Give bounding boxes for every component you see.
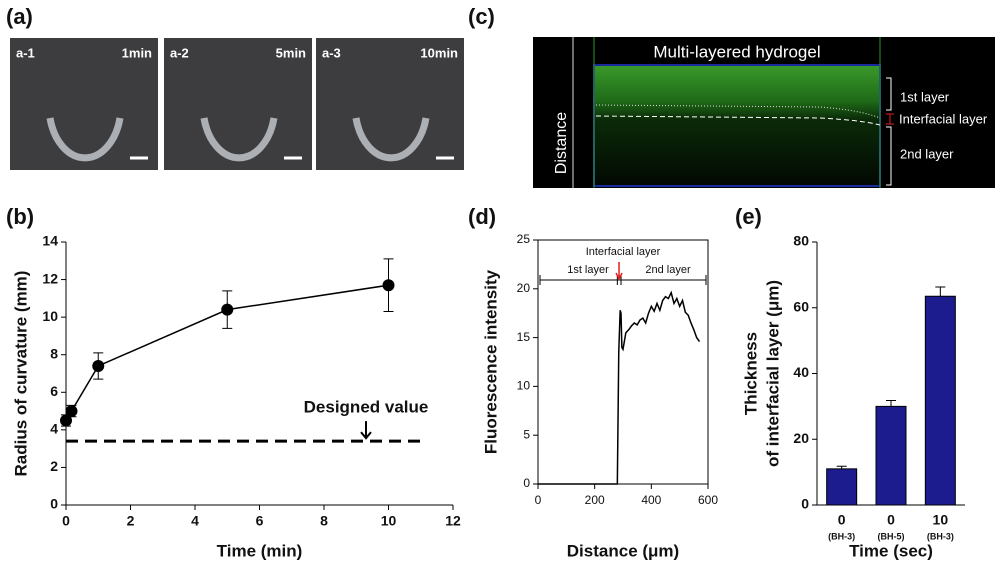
y-tick-label: 25 (517, 232, 531, 246)
boundary (595, 115, 881, 126)
photo (10, 38, 158, 170)
fluorescence (593, 64, 881, 187)
y-axis-label: Thickness (741, 332, 760, 415)
photo-time: 10min (420, 45, 458, 60)
image-c: Multi-layered hydrogel Distance 1st laye… (533, 37, 995, 188)
x-axis-label: Time (min) (217, 541, 303, 560)
layer-label: 2nd layer (900, 146, 954, 161)
category-note: (BH-5) (878, 531, 905, 541)
photo-time: 5min (276, 45, 306, 60)
data-point (92, 359, 105, 372)
plot-frame (537, 239, 709, 485)
x-tick-label: 12 (445, 513, 461, 529)
panel-label: (a) (6, 4, 33, 29)
x-tick-label: 0 (62, 513, 70, 529)
x-tick-label: 0 (535, 493, 542, 507)
hydrogel-arc (200, 117, 278, 162)
boundary (595, 104, 881, 119)
y-tick-label: 10 (517, 379, 531, 393)
axis-line (65, 242, 453, 506)
data-point (65, 405, 78, 418)
y-axis-label: Radius of curvature (mm) (11, 271, 30, 477)
bar (924, 295, 956, 506)
y-tick-label: 20 (517, 281, 531, 295)
x-tick-label: 10 (933, 512, 949, 528)
arrow (360, 421, 372, 440)
bracket (886, 77, 892, 186)
hydrogel-arc (46, 117, 124, 162)
y-axis-label: of interfacial layer (μm) (763, 280, 782, 467)
error-bar (935, 286, 946, 297)
image-title: Multi-layered hydrogel (653, 42, 820, 61)
x-tick-label: 400 (641, 493, 661, 507)
marker-arrow (615, 262, 623, 281)
x-tick-label: 200 (585, 493, 605, 507)
x-tick-label: 600 (698, 493, 718, 507)
y-tick-label: 15 (517, 330, 531, 344)
y-tick-label: 40 (793, 364, 809, 380)
photo (164, 38, 312, 170)
y-tick-label: 12 (42, 270, 58, 286)
annotation: 1st layer (567, 264, 609, 276)
panel-label: (d) (468, 204, 496, 229)
y-tick-label: 8 (50, 345, 58, 361)
x-tick-label: 8 (320, 513, 328, 529)
category-note: (BH-3) (927, 531, 954, 541)
error-bar (886, 399, 896, 407)
photo (316, 38, 464, 170)
layer-label: Interfacial layer (899, 111, 988, 126)
data-point (221, 303, 234, 316)
layer-label: 1st layer (900, 89, 950, 104)
data-point (382, 279, 395, 292)
image-axis: Distance (553, 112, 570, 174)
x-tick-label: 10 (381, 513, 397, 529)
y-tick-label: 0 (801, 496, 809, 512)
y-tick-label: 10 (42, 308, 58, 324)
photo-label: a-1 (16, 45, 35, 60)
panel-label: (c) (468, 4, 495, 29)
bracket (886, 113, 894, 125)
annotation: 2nd layer (645, 264, 691, 276)
y-tick-label: 0 (523, 476, 530, 490)
y-tick-label: 2 (50, 458, 58, 474)
data-line (538, 290, 701, 485)
panel-label: (e) (735, 204, 762, 229)
y-tick-label: 4 (50, 421, 58, 437)
layer-bracket (539, 275, 707, 285)
panel-label: (b) (6, 204, 34, 229)
annotation: Interfacial layer (586, 246, 661, 258)
x-tick-label: 0 (887, 512, 895, 528)
bar (875, 405, 907, 506)
reference-label: Designed value (304, 398, 429, 417)
y-tick-label: 60 (793, 298, 809, 314)
x-axis-label: Time (sec) (849, 541, 933, 560)
x-tick-label: 4 (191, 513, 199, 529)
photo-label: a-2 (170, 45, 189, 60)
photo-label: a-3 (322, 45, 341, 60)
category-note: (BH-3) (828, 531, 855, 541)
y-axis-label: Fluorescence intensity (481, 269, 500, 454)
y-tick-label: 0 (50, 496, 58, 512)
photo-time: 1min (122, 45, 152, 60)
y-tick-label: 5 (523, 427, 530, 441)
y-tick-label: 80 (793, 233, 809, 249)
bar (826, 468, 858, 506)
y-tick-label: 6 (50, 383, 58, 399)
x-tick-label: 6 (256, 513, 264, 529)
x-tick-label: 2 (127, 513, 135, 529)
x-axis-label: Distance (μm) (567, 541, 679, 560)
hydrogel-arc (352, 117, 430, 162)
y-tick-label: 20 (793, 430, 809, 446)
y-tick-label: 14 (42, 233, 58, 249)
data-point (60, 414, 72, 427)
x-tick-label: 0 (838, 512, 846, 528)
